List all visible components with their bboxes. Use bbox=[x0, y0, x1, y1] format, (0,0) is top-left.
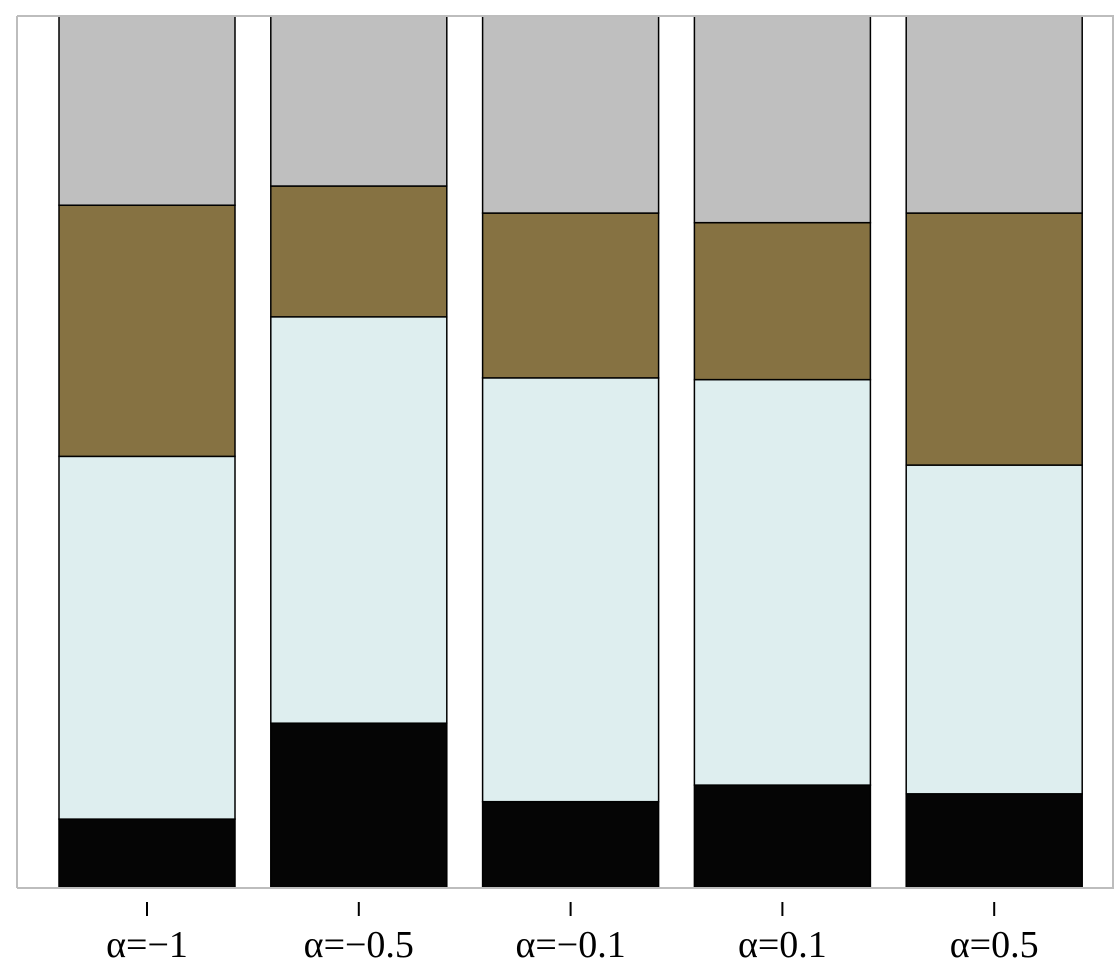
x-tick-label-3: α=−0.1 bbox=[515, 924, 625, 966]
bar-segment-2-3 bbox=[270, 185, 448, 318]
bar-segment-2-2 bbox=[270, 316, 448, 724]
bar-segment-4-3 bbox=[693, 221, 872, 381]
bar-segment-3-4 bbox=[481, 15, 660, 214]
bar-segment-3-1 bbox=[481, 800, 660, 889]
bar-segment-3-2 bbox=[481, 377, 660, 803]
bars-layer bbox=[58, 15, 1083, 889]
bar-segment-5-3 bbox=[905, 212, 1083, 466]
bar-segment-5-4 bbox=[905, 15, 1083, 214]
bar-segment-1-1 bbox=[58, 818, 236, 889]
bar-segment-5-1 bbox=[905, 793, 1083, 889]
x-ticks: α=−1 α=−0.5 α=−0.1 α=0.1 α=0.5 bbox=[106, 902, 1039, 966]
bar-segment-1-3 bbox=[58, 204, 236, 458]
bar-segment-5-2 bbox=[905, 464, 1083, 795]
bar-segment-4-1 bbox=[693, 784, 872, 889]
axis-layer bbox=[16, 15, 1114, 889]
bar-segment-2-1 bbox=[270, 722, 448, 889]
bar-segment-1-4 bbox=[58, 15, 236, 206]
bar-segment-1-2 bbox=[58, 455, 236, 820]
x-tick-label-4: α=0.1 bbox=[738, 924, 827, 966]
bar-segment-3-3 bbox=[481, 212, 660, 379]
bar-segment-2-4 bbox=[270, 15, 448, 187]
x-tick-label-2: α=−0.5 bbox=[304, 924, 414, 966]
bar-segment-4-4 bbox=[693, 15, 872, 224]
x-tick-label-1: α=−1 bbox=[106, 924, 188, 966]
bar-segment-4-2 bbox=[693, 378, 872, 786]
x-tick-label-5: α=0.5 bbox=[950, 924, 1039, 966]
